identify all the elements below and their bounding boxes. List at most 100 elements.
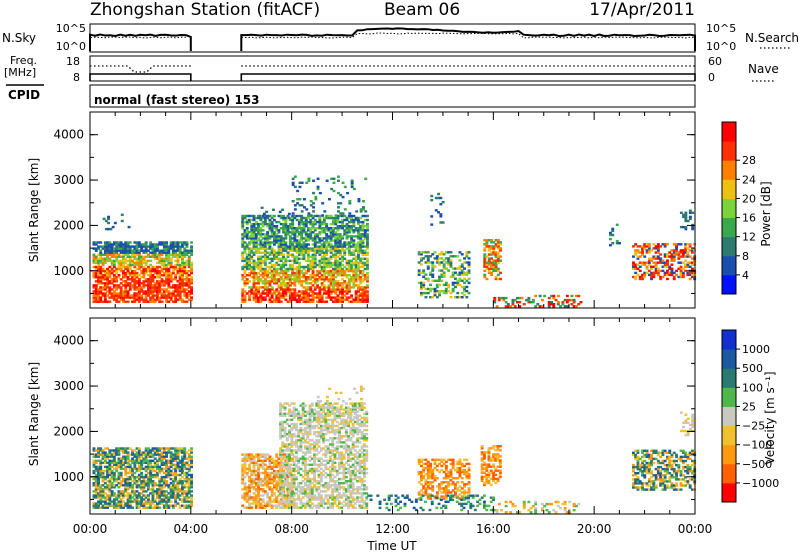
velocity-cell [257, 482, 260, 485]
power-cell [313, 251, 317, 254]
power-cell [332, 220, 335, 224]
velocity-cell [97, 467, 100, 471]
velocity-cell [97, 473, 100, 477]
power-cell [307, 233, 310, 236]
power-cell [656, 249, 660, 252]
velocity-cell [126, 459, 130, 462]
power-cell [334, 267, 338, 271]
power-cell [263, 278, 267, 281]
power-cell [259, 263, 263, 267]
power-cell [352, 241, 356, 244]
power-cell [178, 267, 182, 271]
power-cell [99, 276, 103, 279]
velocity-cell [160, 498, 164, 501]
power-cell [268, 218, 272, 222]
power-cell [257, 261, 260, 265]
velocity-cell [190, 477, 193, 481]
power-cell [277, 220, 281, 224]
power-cell [291, 271, 295, 275]
power-cell [327, 286, 331, 289]
power-cell [183, 267, 187, 271]
power-cell [431, 287, 435, 291]
velocity-cell [126, 486, 130, 489]
power-cell [257, 247, 260, 250]
power-cell [147, 265, 150, 269]
power-cell [485, 263, 489, 266]
power-cell [451, 273, 455, 276]
power-cell [254, 292, 258, 295]
power-cell [174, 294, 178, 297]
velocity-cell [187, 449, 191, 452]
power-cell [124, 241, 128, 244]
power-cell [357, 245, 360, 248]
power-cell [156, 290, 159, 293]
velocity-cell [185, 480, 189, 483]
power-cell [252, 225, 256, 228]
power-cell [513, 305, 517, 308]
power-cell [458, 273, 462, 276]
velocity-cell [97, 449, 100, 452]
power-cell [422, 283, 426, 287]
power-cell [169, 247, 173, 250]
power-cell [359, 210, 363, 213]
power-cell [167, 257, 171, 260]
power-cell [347, 278, 351, 281]
velocity-cell [171, 486, 175, 489]
power-cell [183, 247, 187, 250]
power-cell [101, 278, 105, 281]
power-cell [106, 278, 109, 281]
power-cell [183, 294, 187, 297]
power-cell [147, 300, 150, 303]
velocity-cell [112, 477, 116, 481]
power-cell [309, 229, 313, 232]
velocity-cell [151, 455, 155, 458]
velocity-cell [144, 449, 148, 452]
power-cell [361, 214, 365, 218]
velocity-cell [94, 459, 98, 462]
power-cell [361, 265, 365, 269]
power-cell [171, 241, 175, 244]
power-cell [277, 239, 281, 242]
velocity-cell [131, 467, 134, 471]
velocity-cell [248, 504, 251, 507]
power-cell [570, 294, 574, 298]
power-cell [518, 305, 522, 308]
power-cell [156, 247, 159, 250]
power-cell [149, 276, 153, 279]
power-cell [174, 259, 178, 263]
power-cell [263, 239, 267, 242]
power-cell [293, 241, 297, 244]
power-cell [352, 231, 356, 234]
power-cell [181, 300, 184, 303]
power-cell [307, 294, 310, 297]
power-cell [171, 278, 175, 281]
power-cell [357, 200, 361, 203]
power-cell [252, 239, 256, 242]
power-cell [338, 274, 342, 277]
power-cell [302, 280, 306, 283]
velocity-cell [151, 449, 155, 452]
power-cell [467, 271, 471, 274]
power-cell [327, 288, 331, 291]
power-cell [302, 296, 306, 299]
power-cell [288, 276, 292, 279]
power-cell [167, 286, 171, 289]
power-cell [165, 298, 168, 301]
velocity-cell [257, 469, 260, 473]
power-cell [149, 298, 153, 301]
power-cell [327, 243, 331, 246]
power-cell [431, 261, 435, 264]
power-cell [268, 276, 272, 279]
power-cell [279, 276, 283, 279]
power-cell [119, 255, 123, 258]
velocity-cell [261, 467, 265, 471]
power-cell [187, 278, 191, 281]
velocity-cell [156, 471, 159, 475]
power-cell [366, 263, 369, 267]
power-cell [300, 269, 304, 273]
power-cell [171, 284, 175, 287]
power-cell [295, 257, 299, 260]
power-cell [122, 280, 125, 283]
power-cell [496, 269, 500, 273]
power-cell [257, 259, 260, 263]
